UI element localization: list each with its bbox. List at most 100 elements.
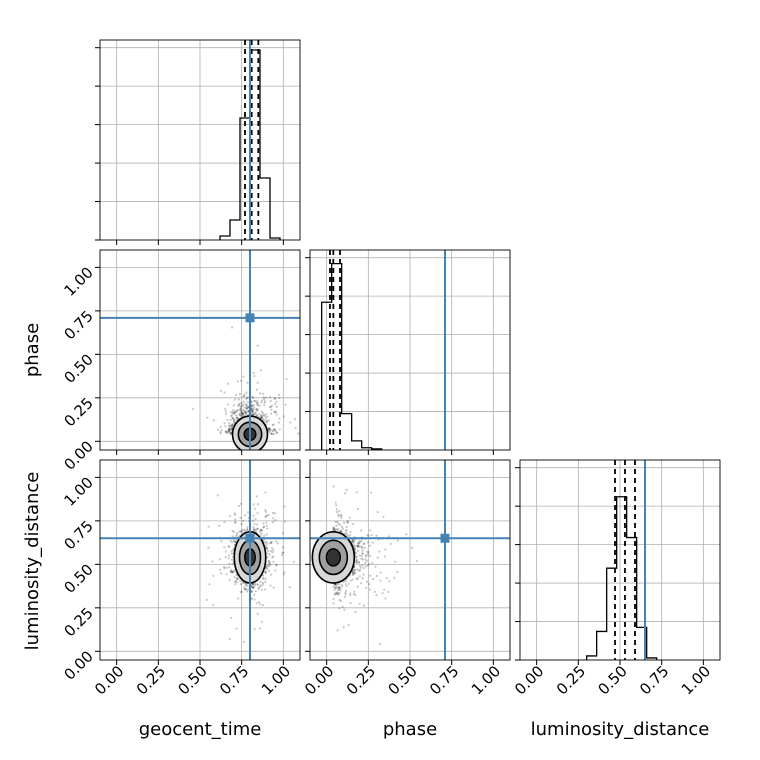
scatter-point [262, 392, 265, 395]
scatter-point [271, 551, 274, 554]
scatter-point [252, 406, 256, 409]
scatter-point [230, 424, 233, 427]
scatter-point [378, 550, 381, 553]
scatter-point [255, 414, 258, 417]
scatter-point [233, 576, 236, 579]
scatter-point [335, 591, 338, 595]
scatter-point [228, 545, 231, 549]
scatter-point [239, 590, 242, 593]
scatter-point [281, 551, 284, 555]
scatter-point [250, 404, 254, 407]
scatter-point [223, 546, 226, 549]
scatter-point [236, 417, 239, 420]
scatter-point [275, 431, 278, 434]
scatter-point [351, 540, 354, 543]
scatter-point [252, 582, 255, 586]
scatter-point [342, 626, 345, 629]
scatter-point [266, 415, 269, 418]
scatter-point [351, 571, 355, 574]
scatter-point [349, 602, 352, 605]
scatter-point [238, 402, 241, 405]
scatter-point [379, 579, 382, 582]
scatter-point [284, 403, 287, 406]
scatter-point [359, 566, 362, 569]
scatter-point [283, 571, 286, 574]
scatter-point [341, 527, 344, 530]
scatter-point [358, 564, 362, 568]
scatter-point [239, 530, 242, 534]
scatter-point [269, 563, 272, 566]
scatter-point [242, 395, 245, 398]
scatter-point [355, 552, 358, 555]
scatter-point [233, 410, 236, 413]
scatter-point [272, 423, 275, 426]
scatter-point [259, 528, 262, 531]
y-tick-label: 0.50 [60, 560, 96, 596]
scatter-point [351, 578, 354, 581]
scatter-point [351, 573, 354, 576]
scatter-point [245, 404, 248, 407]
scatter-point [216, 428, 220, 431]
scatter-point [244, 514, 247, 517]
scatter-point [273, 428, 276, 431]
scatter-point [338, 592, 341, 595]
scatter-point [357, 541, 360, 544]
scatter-point [268, 427, 271, 430]
scatter-point [362, 542, 365, 546]
scatter-point [255, 408, 258, 411]
scatter-point [385, 577, 388, 580]
scatter-point [252, 526, 255, 529]
scatter-point [267, 560, 270, 563]
scatter-point [245, 403, 248, 407]
scatter-point [253, 598, 256, 601]
scatter-point [230, 424, 233, 427]
x-tick-label: 0.75 [636, 662, 672, 698]
scatter-point [231, 570, 234, 574]
scatter-point [252, 503, 255, 506]
scatter-point [219, 425, 222, 429]
scatter-point [352, 573, 355, 576]
scatter-point [230, 558, 233, 561]
scatter-point [373, 590, 376, 593]
scatter-point [240, 413, 243, 417]
scatter-point [244, 582, 247, 586]
scatter-point [191, 408, 195, 411]
scatter-point [368, 544, 371, 547]
scatter-point [246, 528, 249, 532]
scatter-point [246, 396, 250, 399]
scatter-point [259, 603, 262, 606]
scatter-point [340, 530, 343, 533]
scatter-point [254, 582, 257, 585]
x-axis-label-phase: phase [383, 719, 437, 740]
scatter-point [256, 583, 259, 586]
histogram-outline [321, 262, 383, 450]
scatter-point [240, 411, 243, 414]
scatter-point [253, 374, 256, 378]
x-tick-label: 0.75 [426, 662, 462, 698]
scatter-point [368, 529, 372, 532]
scatter-point [334, 520, 337, 524]
scatter-point [335, 591, 339, 594]
scatter-point [364, 561, 367, 564]
scatter-point [360, 539, 363, 543]
scatter-point [270, 432, 274, 436]
scatter-point [231, 529, 234, 532]
scatter-point [272, 517, 275, 520]
scatter-point [226, 403, 230, 406]
scatter-point [352, 541, 355, 544]
scatter-point [211, 560, 214, 563]
scatter-point [361, 549, 364, 552]
scatter-point [341, 605, 344, 609]
scatter-point [216, 494, 219, 497]
scatter-point [242, 400, 245, 403]
scatter-point [339, 523, 342, 526]
scatter-point [230, 433, 233, 436]
contour-inner [325, 548, 342, 567]
scatter-point [252, 586, 255, 589]
scatter-point [258, 412, 261, 416]
scatter-point [362, 542, 366, 545]
scatter-point [261, 604, 265, 607]
scatter-point [259, 416, 262, 419]
scatter-point [268, 542, 271, 545]
scatter-point [261, 411, 264, 415]
